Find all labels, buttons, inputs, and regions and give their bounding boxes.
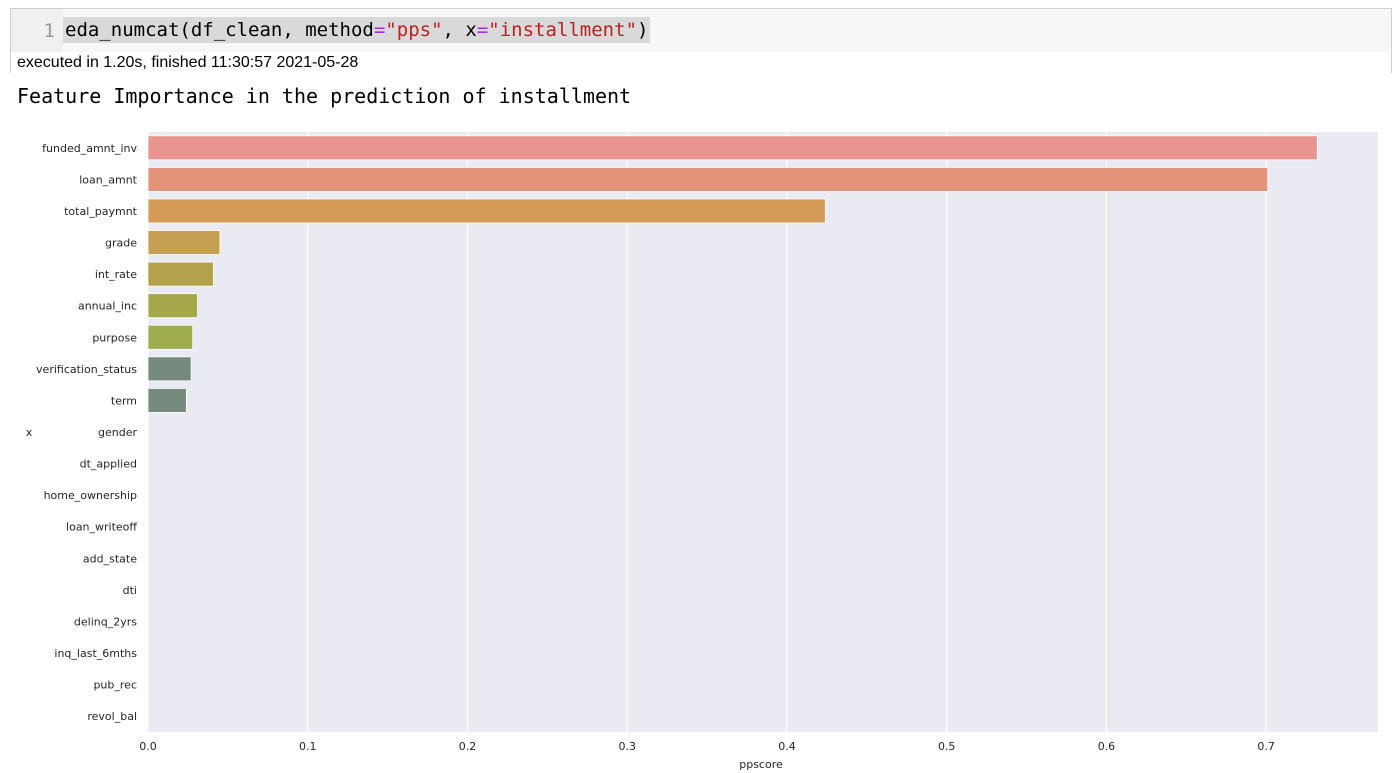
y-tick-label: delinq_2yrs — [74, 615, 137, 628]
y-tick-label: pub_rec — [93, 679, 137, 692]
x-tick-label: 0.6 — [1098, 740, 1116, 753]
y-tick-label: grade — [105, 237, 137, 250]
code-mid: , x — [442, 19, 477, 41]
execution-info: executed in 1.20s, finished 11:30:57 202… — [17, 54, 359, 71]
y-tick-label: total_paymnt — [64, 205, 138, 218]
code-string-method: "pps" — [385, 19, 443, 41]
x-tick-label: 0.7 — [1257, 740, 1275, 753]
y-tick-label: purpose — [92, 331, 137, 344]
code-line[interactable]: eda_numcat(df_clean, method="pps", x="in… — [63, 17, 651, 43]
x-tick-label: 0.3 — [618, 740, 636, 753]
bar — [147, 198, 826, 224]
bar — [147, 388, 187, 413]
output-title: Feature Importance in the prediction of … — [17, 84, 632, 108]
code-operator: = — [373, 19, 386, 41]
x-tick-label: 0.5 — [938, 740, 956, 753]
x-tick-label: 0.2 — [459, 740, 477, 753]
x-tick-label: 0.0 — [139, 740, 157, 753]
y-tick-label: inq_last_6mths — [54, 647, 137, 660]
bar — [147, 293, 198, 319]
y-tick-label: dti — [123, 584, 137, 597]
notebook-code-cell[interactable]: 1 eda_numcat(df_clean, method="pps", x="… — [10, 8, 1392, 73]
y-tick-label: verification_status — [36, 363, 137, 376]
code-input-area[interactable]: 1 eda_numcat(df_clean, method="pps", x="… — [11, 9, 1391, 53]
y-tick-label: funded_amnt_inv — [42, 142, 137, 155]
y-tick-label: loan_writeoff — [66, 521, 137, 534]
y-tick-label: int_rate — [95, 268, 137, 281]
code-func: eda_numcat(df_clean, method — [65, 19, 374, 41]
y-axis-label: x — [26, 426, 33, 439]
bar — [147, 356, 192, 382]
code-operator: = — [476, 19, 489, 41]
y-tick-label: dt_applied — [80, 458, 137, 471]
line-number: 1 — [43, 20, 55, 42]
feature-importance-chart: funded_amnt_inv loan_amnt total_paymntgrad… — [26, 132, 1378, 771]
bar — [147, 166, 1269, 192]
bar — [147, 135, 1318, 161]
y-tick-label: revol_bal — [87, 710, 137, 723]
y-tick-label: loan_amnt — [79, 173, 137, 186]
code-string-x: "installment" — [488, 19, 638, 41]
bar — [147, 230, 221, 255]
y-tick-label: annual_inc — [78, 300, 137, 313]
execution-info-bar: executed in 1.20s, finished 11:30:57 202… — [11, 52, 1391, 73]
x-tick-label: 0.4 — [778, 740, 796, 753]
x-tick-label: 0.1 — [299, 740, 317, 753]
code-close: ) — [637, 19, 649, 41]
y-tick-label: add_state — [83, 552, 137, 565]
bar — [147, 261, 214, 287]
y-tick-label: term — [111, 394, 137, 407]
bar — [147, 324, 194, 350]
y-tick-label: gender — [98, 426, 137, 439]
plot-background — [148, 132, 1378, 732]
line-gutter: 1 — [11, 9, 63, 52]
y-tick-label: home_ownership — [44, 489, 137, 502]
x-axis-label: ppscore — [739, 758, 783, 771]
